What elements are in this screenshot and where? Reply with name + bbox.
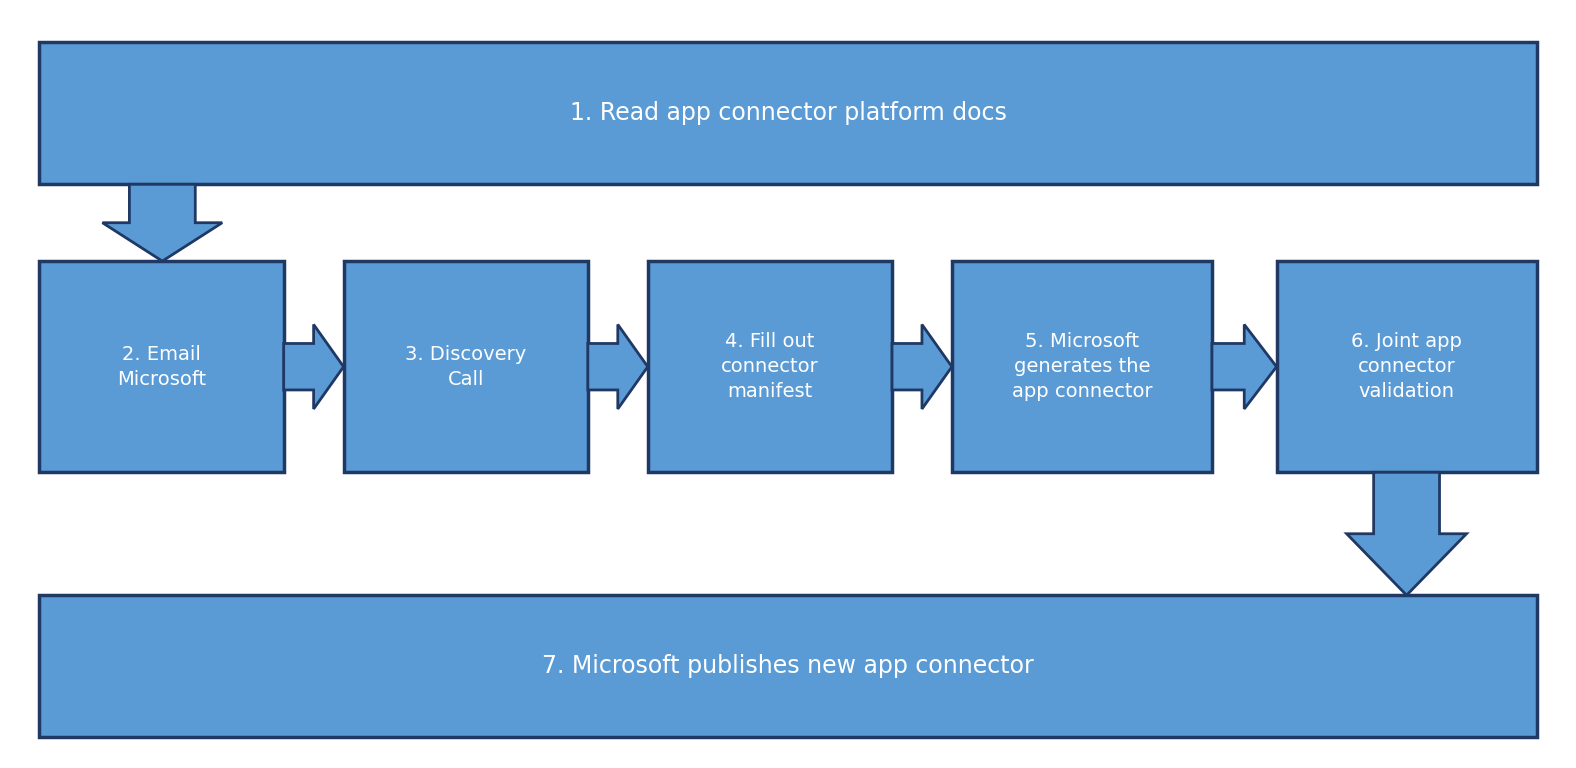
FancyBboxPatch shape xyxy=(952,261,1212,472)
Polygon shape xyxy=(892,325,952,409)
Text: 5. Microsoft
generates the
app connector: 5. Microsoft generates the app connector xyxy=(1012,333,1152,401)
FancyBboxPatch shape xyxy=(648,261,892,472)
Text: 2. Email
Microsoft: 2. Email Microsoft xyxy=(117,345,206,389)
Polygon shape xyxy=(102,184,222,261)
FancyBboxPatch shape xyxy=(344,261,588,472)
Text: 1. Read app connector platform docs: 1. Read app connector platform docs xyxy=(569,101,1007,125)
FancyBboxPatch shape xyxy=(39,595,1537,737)
Text: 6. Joint app
connector
validation: 6. Joint app connector validation xyxy=(1351,333,1463,401)
Polygon shape xyxy=(284,325,344,409)
Polygon shape xyxy=(1212,325,1277,409)
Text: 4. Fill out
connector
manifest: 4. Fill out connector manifest xyxy=(720,333,820,401)
Polygon shape xyxy=(1346,472,1466,595)
Text: 7. Microsoft publishes new app connector: 7. Microsoft publishes new app connector xyxy=(542,654,1034,678)
FancyBboxPatch shape xyxy=(1277,261,1537,472)
Text: 3. Discovery
Call: 3. Discovery Call xyxy=(405,345,526,389)
FancyBboxPatch shape xyxy=(39,261,284,472)
Polygon shape xyxy=(588,325,648,409)
FancyBboxPatch shape xyxy=(39,42,1537,184)
